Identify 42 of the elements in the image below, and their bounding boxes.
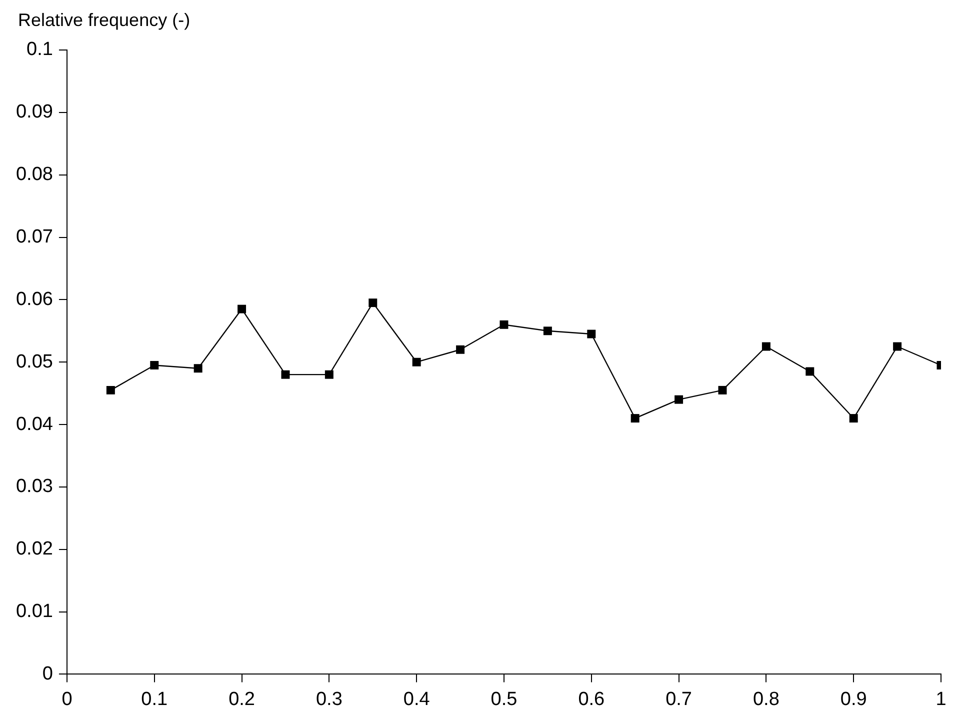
x-tick-label: 0 <box>62 688 72 710</box>
point <box>194 364 202 373</box>
point <box>630 414 640 423</box>
point <box>718 386 727 394</box>
point <box>893 342 902 351</box>
y-tick-label: 0.05 <box>16 351 53 372</box>
x-tick-label: 0.4 <box>403 688 430 710</box>
x-tick-label: 0.7 <box>666 688 692 710</box>
x-tick-label: 0.6 <box>578 688 605 710</box>
y-tick-label: 0.06 <box>16 288 53 310</box>
point <box>674 395 684 404</box>
y-tick-label: 0 <box>42 663 53 684</box>
point <box>543 326 552 336</box>
point <box>849 414 858 423</box>
x-tick-label: 1 <box>936 688 946 710</box>
x-tick-label: 0.1 <box>141 688 168 710</box>
point <box>456 345 465 354</box>
point <box>587 330 596 338</box>
y-tick-label: 0.01 <box>16 601 53 622</box>
y-tick-label: 0.04 <box>16 414 54 435</box>
x-tick-label: 0.3 <box>316 688 342 710</box>
y-axis-title: Relative frequency (-) <box>18 10 190 30</box>
y-tick-label: 0.1 <box>26 39 53 60</box>
y-tick-label: 0.09 <box>16 102 53 123</box>
y-tick-label: 0.03 <box>16 476 53 498</box>
point <box>324 370 334 379</box>
x-tick-label: 0.5 <box>490 688 518 710</box>
x-tick-label: 0.8 <box>752 688 780 710</box>
point <box>806 367 814 376</box>
x-tick-label: 0.2 <box>228 688 255 710</box>
point <box>412 358 421 366</box>
point <box>281 370 290 379</box>
point <box>106 386 115 394</box>
y-tick-label: 0.07 <box>16 226 53 248</box>
y-tick-label: 0.08 <box>16 164 53 186</box>
y-tick-label: 0.02 <box>16 538 53 560</box>
point <box>762 342 770 351</box>
point <box>500 320 508 329</box>
point <box>150 360 159 370</box>
x-tick-label: 0.9 <box>840 688 867 710</box>
point <box>238 304 246 314</box>
point <box>368 298 378 308</box>
